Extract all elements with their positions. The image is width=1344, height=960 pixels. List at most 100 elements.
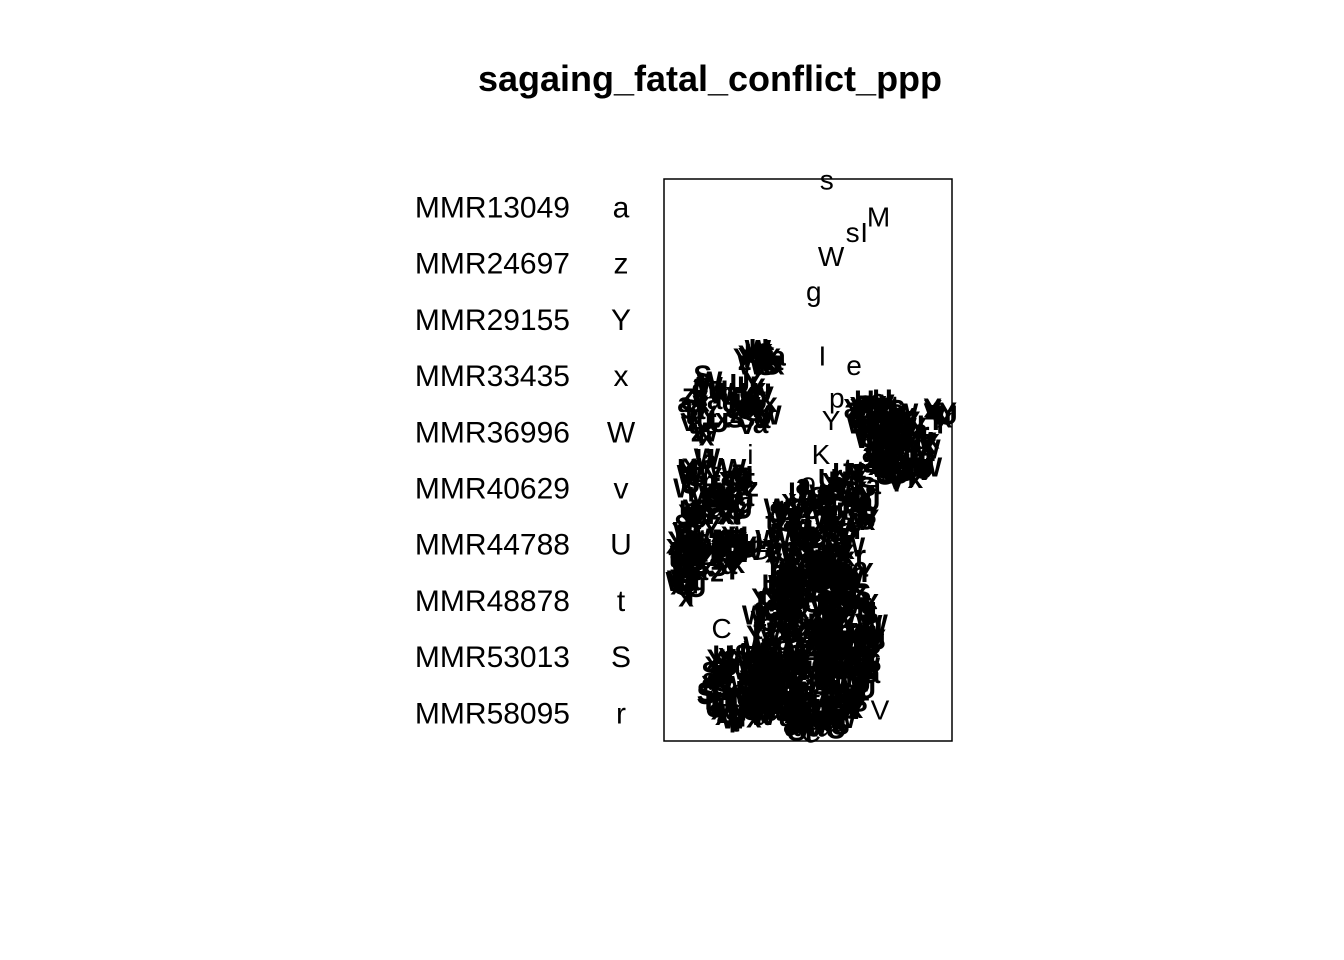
point-marker: z bbox=[677, 539, 691, 570]
point-marker: v bbox=[857, 656, 873, 687]
data-point: I bbox=[819, 341, 827, 372]
point-marker: z bbox=[741, 677, 755, 708]
point-marker: W bbox=[840, 629, 867, 660]
point-marker: U bbox=[792, 706, 812, 737]
point-marker: v bbox=[820, 702, 836, 733]
point-marker: x bbox=[666, 528, 682, 559]
point-marker: U bbox=[753, 652, 773, 683]
point-marker: v bbox=[689, 522, 705, 553]
point-marker: x bbox=[784, 605, 800, 636]
point-marker: W bbox=[793, 577, 820, 608]
point-marker: r bbox=[853, 692, 864, 723]
legend-marker: x bbox=[614, 360, 629, 393]
point-marker: U bbox=[823, 600, 843, 631]
point-marker: W bbox=[838, 562, 865, 593]
point-marker: z bbox=[713, 659, 727, 690]
point-marker: U bbox=[779, 618, 799, 649]
point-marker: z bbox=[700, 540, 714, 571]
point-marker: t bbox=[854, 667, 863, 698]
point-marker: U bbox=[801, 693, 821, 724]
point-marker: U bbox=[833, 628, 853, 659]
point-marker: t bbox=[826, 661, 835, 692]
point-marker: S bbox=[783, 617, 802, 648]
point-marker: z bbox=[767, 682, 781, 713]
legend-label: MMR58095 bbox=[415, 697, 570, 730]
data-point: S bbox=[753, 596, 772, 627]
point-marker: x bbox=[782, 593, 798, 624]
point-marker: W bbox=[683, 538, 710, 569]
point-marker: W bbox=[772, 683, 799, 714]
point-marker: W bbox=[670, 551, 697, 582]
point-marker: v bbox=[751, 601, 767, 632]
legend-label: MMR44788 bbox=[415, 529, 570, 562]
point-marker: S bbox=[787, 639, 806, 670]
point-marker: z bbox=[764, 686, 778, 717]
point-marker: a bbox=[792, 586, 808, 617]
point-marker: W bbox=[745, 694, 772, 725]
point-marker: t bbox=[811, 684, 820, 715]
point-marker: v bbox=[670, 559, 686, 590]
point-marker: z bbox=[676, 557, 690, 588]
point-marker: W bbox=[784, 655, 811, 686]
point-marker: z bbox=[738, 677, 752, 708]
point-marker: z bbox=[758, 684, 772, 715]
point-marker: W bbox=[835, 588, 862, 619]
point-marker: t bbox=[694, 544, 703, 575]
legend-marker: z bbox=[614, 248, 629, 281]
point-marker: z bbox=[770, 607, 784, 638]
point-marker: v bbox=[821, 563, 837, 594]
point-marker: t bbox=[823, 675, 832, 706]
point-marker: U bbox=[825, 634, 845, 665]
point-marker: r bbox=[820, 696, 831, 727]
point-marker: W bbox=[803, 613, 830, 644]
point-marker: t bbox=[858, 664, 867, 695]
point-marker: S bbox=[734, 639, 753, 670]
point-marker: x bbox=[715, 700, 731, 731]
point-marker: U bbox=[747, 659, 767, 690]
point-marker: Y bbox=[816, 655, 835, 686]
point-marker: W bbox=[840, 626, 867, 657]
point-marker: z bbox=[770, 664, 784, 695]
point-marker: t bbox=[812, 652, 821, 683]
point-marker: v bbox=[757, 698, 773, 729]
point-marker: v bbox=[749, 700, 765, 731]
point-marker: r bbox=[697, 418, 708, 449]
point-marker: Y bbox=[765, 689, 784, 720]
point-marker: S bbox=[813, 655, 832, 686]
point-marker: S bbox=[765, 593, 784, 624]
point-marker: x bbox=[791, 617, 807, 648]
point-marker: W bbox=[809, 613, 836, 644]
point-marker: x bbox=[836, 565, 852, 596]
data-point: C bbox=[711, 613, 731, 644]
point-marker: x bbox=[739, 640, 755, 671]
point-marker: x bbox=[767, 683, 783, 714]
point-marker: a bbox=[834, 635, 850, 666]
point-marker: a bbox=[823, 616, 839, 647]
point-marker: W bbox=[818, 653, 845, 684]
point-marker: W bbox=[734, 682, 761, 713]
data-point: o bbox=[800, 467, 816, 498]
point-marker: U bbox=[692, 533, 712, 564]
point-marker: t bbox=[770, 581, 779, 612]
point-marker: t bbox=[730, 706, 739, 737]
point-marker: r bbox=[854, 616, 865, 647]
point-marker: a bbox=[789, 702, 805, 733]
point-marker: Y bbox=[811, 646, 830, 677]
point-marker: v bbox=[846, 615, 862, 646]
point-marker: z bbox=[715, 662, 729, 693]
point-marker: U bbox=[832, 625, 852, 656]
point-marker: r bbox=[823, 690, 834, 721]
point-marker: a bbox=[818, 614, 834, 645]
point-marker: Y bbox=[771, 588, 790, 619]
point-marker: S bbox=[820, 651, 839, 682]
point-marker: a bbox=[710, 692, 726, 723]
point-marker: S bbox=[679, 567, 698, 598]
data-point: D bbox=[879, 419, 899, 450]
point-marker: a bbox=[709, 688, 725, 719]
point-marker: v bbox=[743, 648, 759, 679]
point-marker: U bbox=[841, 694, 861, 725]
point-marker: a bbox=[779, 696, 795, 727]
point-marker: r bbox=[823, 703, 834, 734]
point-marker: S bbox=[816, 576, 835, 607]
point-marker: U bbox=[844, 677, 864, 708]
